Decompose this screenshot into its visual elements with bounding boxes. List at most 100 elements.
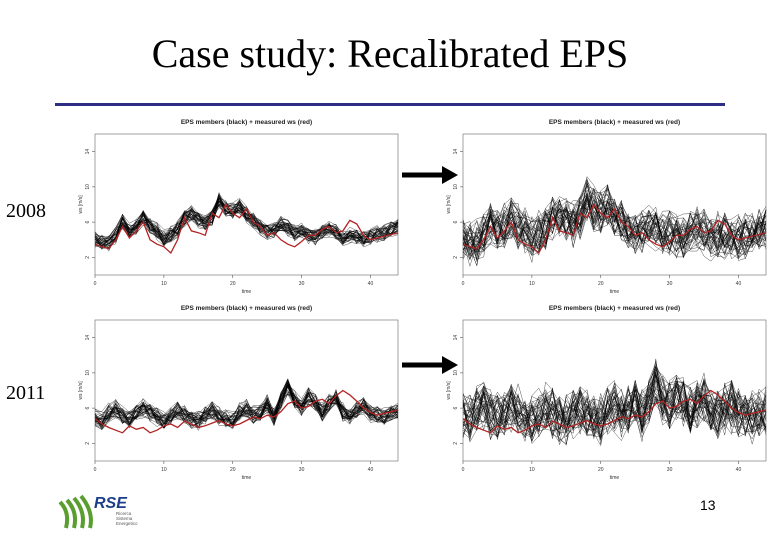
- measured-ws-line: [94, 389, 399, 434]
- y-axis-label: ws [m/s]: [78, 381, 84, 400]
- x-tick-label: 20: [230, 467, 236, 473]
- right-arrow-icon: [402, 166, 458, 184]
- ensemble-member-line: [94, 393, 399, 427]
- x-tick-label: 10: [529, 467, 535, 473]
- ensemble-member-line: [462, 200, 767, 261]
- ensemble-member-line: [94, 199, 399, 247]
- y-tick-label: 14: [453, 149, 459, 155]
- x-tick-label: 10: [161, 281, 167, 287]
- y-axis-label: ws [m/s]: [78, 195, 84, 214]
- measured-ws-line: [94, 203, 399, 255]
- ensemble-member-line: [462, 382, 767, 445]
- ensemble-member-line: [462, 383, 767, 445]
- y-tick-label: 2: [453, 442, 459, 445]
- rse-logo-mark: RSE Ricerca Sistema Energetico: [58, 494, 138, 529]
- ensemble-members: [462, 358, 767, 447]
- y-tick-label: 14: [85, 149, 91, 155]
- measured-ws-line: [462, 389, 767, 434]
- ensemble-member-line: [94, 390, 399, 429]
- x-axis-label: time: [610, 475, 620, 481]
- ensemble-member-line: [462, 207, 767, 258]
- plot-frame: [94, 319, 399, 462]
- ensemble-member-line: [462, 191, 767, 248]
- logo-tagline: Energetico: [116, 521, 138, 526]
- chart-title: EPS members (black) + measured ws (red): [181, 119, 312, 126]
- slide-title: Case study: Recalibrated EPS: [151, 31, 629, 76]
- y-tick-label: 10: [453, 370, 459, 376]
- ensemble-member-line: [462, 383, 767, 437]
- chart-title: EPS members (black) + measured ws (red): [181, 305, 312, 312]
- y-tick-label: 10: [85, 184, 91, 190]
- x-tick-label: 30: [667, 281, 673, 287]
- x-tick-label: 20: [230, 281, 236, 287]
- y-tick-label: 6: [85, 407, 91, 410]
- right-arrow-icon: [402, 356, 458, 374]
- y-tick-label: 10: [85, 370, 91, 376]
- ensemble-member-line: [462, 184, 767, 257]
- y-tick-label: 6: [85, 221, 91, 224]
- x-tick-label: 40: [736, 281, 742, 287]
- ensemble-member-line: [94, 388, 399, 428]
- ensemble-member-line: [462, 378, 767, 441]
- y-tick-label: 6: [453, 221, 459, 224]
- ensemble-member-line: [462, 198, 767, 250]
- x-tick-label: 20: [598, 281, 604, 287]
- ensemble-member-line: [462, 366, 767, 445]
- ensemble-members: [462, 176, 767, 268]
- ensemble-member-line: [94, 200, 399, 248]
- chart-title: EPS members (black) + measured ws (red): [549, 305, 680, 312]
- ensemble-member-line: [94, 193, 399, 247]
- ensemble-member-line: [94, 389, 399, 430]
- ensemble-member-line: [462, 380, 767, 435]
- ensemble-member-line: [462, 365, 767, 434]
- y-tick-label: 2: [85, 442, 91, 445]
- ensemble-member-line: [462, 187, 767, 257]
- ensemble-member-line: [462, 176, 767, 254]
- row-label-2011: 2011: [6, 382, 46, 404]
- ensemble-member-line: [94, 382, 399, 425]
- logo-tagline: Ricerca: [116, 511, 132, 516]
- x-tick-label: 0: [94, 281, 97, 287]
- ensemble-member-line: [94, 385, 399, 428]
- page-number: 13: [700, 497, 716, 513]
- ensemble-member-line: [94, 194, 399, 246]
- ensemble-member-line: [462, 188, 767, 250]
- y-axis-label: ws [m/s]: [446, 381, 452, 400]
- chart-2011-recalibrated: EPS members (black) + measured ws (red) 2…: [438, 298, 768, 488]
- x-tick-label: 40: [736, 467, 742, 473]
- x-tick-label: 0: [462, 281, 465, 287]
- ensemble-member-line: [462, 360, 767, 433]
- ensemble-member-line: [94, 198, 399, 248]
- ensemble-members: [94, 378, 399, 432]
- y-tick-label: 14: [453, 335, 459, 341]
- plot-frame: [462, 133, 767, 276]
- plot-frame: [94, 133, 399, 276]
- x-tick-label: 40: [368, 467, 374, 473]
- row-label-2008: 2008: [6, 200, 46, 222]
- ensemble-member-line: [94, 384, 399, 429]
- x-tick-label: 30: [299, 467, 305, 473]
- x-tick-label: 20: [598, 467, 604, 473]
- x-axis-label: time: [242, 475, 252, 481]
- x-tick-label: 40: [368, 281, 374, 287]
- y-axis-label: ws [m/s]: [446, 195, 452, 214]
- x-tick-label: 10: [161, 467, 167, 473]
- ensemble-member-line: [94, 382, 399, 429]
- ensemble-member-line: [462, 364, 767, 436]
- chart-2008-original: EPS members (black) + measured ws (red) 2…: [70, 112, 400, 302]
- title-divider: [55, 103, 725, 106]
- chart-2011-original: EPS members (black) + measured ws (red) 2…: [70, 298, 400, 488]
- rse-logo: RSE Ricerca Sistema Energetico: [58, 490, 148, 530]
- y-tick-label: 10: [453, 184, 459, 190]
- ensemble-member-line: [462, 367, 767, 438]
- x-tick-label: 30: [299, 281, 305, 287]
- ensemble-member-line: [94, 200, 399, 247]
- x-tick-label: 30: [667, 467, 673, 473]
- x-tick-label: 0: [462, 467, 465, 473]
- x-axis-label: time: [610, 289, 620, 295]
- chart-2008-recalibrated: EPS members (black) + measured ws (red) 2…: [438, 112, 768, 302]
- ensemble-member-line: [462, 358, 767, 437]
- logo-tagline: Sistema: [116, 516, 133, 521]
- y-tick-label: 2: [85, 256, 91, 259]
- y-tick-label: 6: [453, 407, 459, 410]
